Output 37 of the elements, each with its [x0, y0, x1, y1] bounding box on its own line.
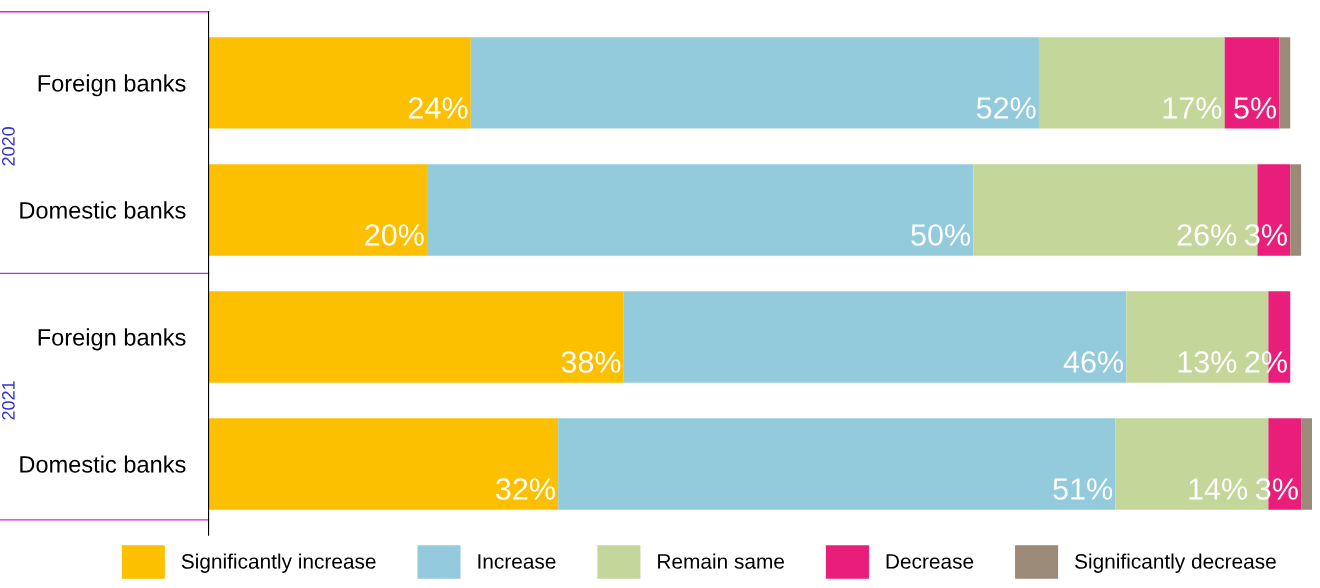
legend-label: Significantly increase [181, 553, 376, 573]
bar [1279, 37, 1291, 129]
y-tick-label: Domestic banks [20, 455, 186, 473]
bar [1224, 37, 1280, 129]
data-label: 52% [976, 97, 1036, 119]
bar [208, 418, 559, 510]
bar [558, 418, 1116, 510]
data-label: 17% [1163, 97, 1222, 119]
bar [1038, 37, 1225, 129]
data-label: 38% [561, 351, 621, 373]
bar [470, 37, 1039, 129]
bar [208, 37, 471, 129]
text: 2021 [1, 381, 15, 420]
data-label: 24% [408, 97, 468, 119]
y-tick-label: Domestic banks [20, 201, 186, 219]
bar [1301, 418, 1313, 510]
legend-label: Significantly decrease [1075, 553, 1276, 573]
data-label: 32% [496, 478, 555, 500]
bar [208, 164, 428, 256]
bar [208, 291, 624, 383]
legend-label: Decrease [886, 554, 974, 569]
data-label: 13% [1178, 351, 1237, 373]
y-tick-label: Foreign banks [38, 74, 186, 97]
legend-label: Remain same [658, 553, 784, 569]
data-label: 46% [1063, 351, 1124, 373]
bar [427, 164, 974, 256]
data-label: 50% [911, 224, 971, 246]
text: 2020 [1, 127, 15, 166]
data-label: 26% [1177, 224, 1237, 246]
bar [1290, 164, 1302, 256]
data-label: 20% [365, 224, 424, 246]
data-label: 51% [1053, 478, 1113, 500]
legend-label: Increase [478, 554, 556, 569]
y-tick-label: Foreign banks [38, 328, 186, 351]
data-label: 14% [1189, 478, 1248, 500]
bar [623, 291, 1127, 383]
data-label: 5% [1234, 97, 1277, 119]
